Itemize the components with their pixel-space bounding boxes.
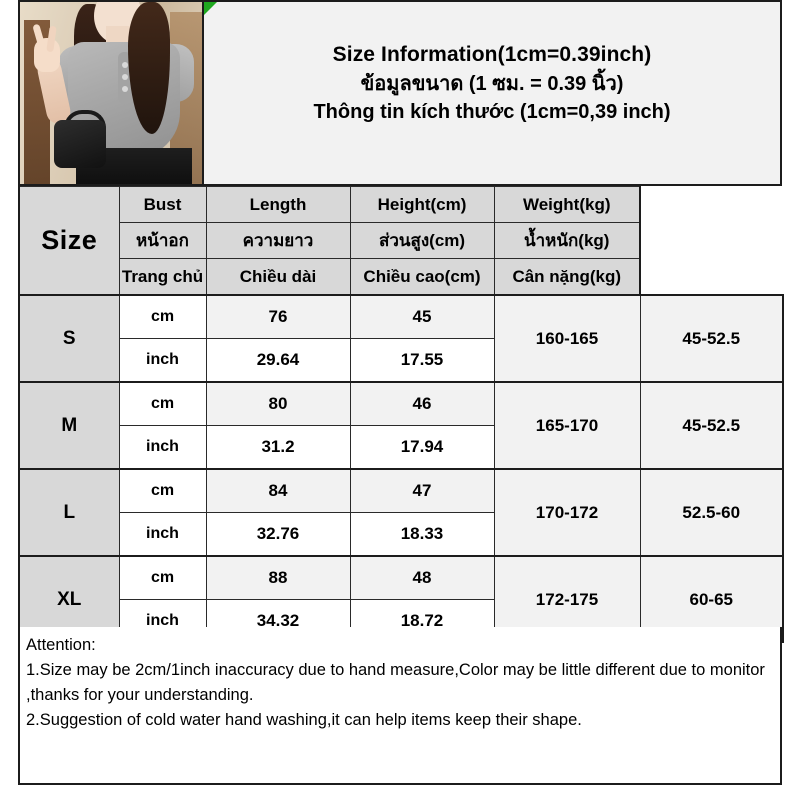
- photo-button-3: [122, 86, 128, 92]
- size-header-cell: Size: [18, 186, 120, 296]
- header-bust-th: หน้าอก: [118, 222, 207, 259]
- attention-line-1: 1.Size may be 2cm/1inch inaccuracy due t…: [26, 661, 765, 705]
- header-weight-en: Weight(kg): [493, 186, 641, 223]
- bust-cm-xl: 88: [205, 555, 351, 600]
- header-bust-vi: Trang chủ: [118, 258, 207, 296]
- header-height-vi: Chiều cao(cm): [349, 258, 495, 296]
- length-cm-l: 47: [349, 468, 495, 513]
- bust-inch-s: 29.64: [205, 338, 351, 383]
- unit-label-inch-m: inch: [118, 425, 207, 470]
- unit-label-cm-s: cm: [118, 294, 207, 339]
- title-thai: ข้อมูลขนาด (1 ซม. = 0.39 นิ้ว): [360, 72, 624, 95]
- unit-label-cm-m: cm: [118, 381, 207, 426]
- table-header-row-english: Size Bust Length Height(cm) Weight(kg): [18, 186, 783, 296]
- row-size-label-s: S: [18, 294, 120, 383]
- bust-cm-m: 80: [205, 381, 351, 426]
- table-row: inch 29.64 17.55: [19, 338, 783, 383]
- header-weight-vi: Cân nặng(kg): [493, 258, 641, 296]
- row-size-label-l: L: [18, 468, 120, 557]
- title-box: Size Information(1cm=0.39inch) ข้อมูลขนา…: [204, 0, 782, 186]
- length-cm-s: 45: [349, 294, 495, 339]
- length-inch-l: 18.33: [349, 512, 495, 557]
- header-length-th: ความยาว: [205, 222, 351, 259]
- attention-line-2: 2.Suggestion of cold water hand washing,…: [26, 711, 582, 730]
- table-row: S cm 76 45 160-165 45-52.5: [18, 294, 784, 383]
- table-row: inch 31.2 17.94: [19, 425, 783, 470]
- height-range-s: 160-165: [493, 294, 641, 383]
- attention-heading: Attention:: [26, 636, 96, 654]
- table-row: XL cm 88 48 172-175 60-65: [18, 555, 784, 643]
- product-photo: [18, 0, 204, 186]
- weight-range-l: 52.5-60: [639, 468, 784, 557]
- table-header-row-thai: หน้าอก ความยาว ส่วนสูง(cm) น้ำหนัก(kg): [19, 222, 783, 259]
- photo-button-2: [122, 74, 128, 80]
- row-size-label-m: M: [18, 381, 120, 470]
- header-length-vi: Chiều dài: [205, 258, 351, 296]
- header-bust-en: Bust: [118, 186, 207, 223]
- unit-label-inch-l: inch: [118, 512, 207, 557]
- header-height-th: ส่วนสูง(cm): [349, 222, 495, 259]
- title-vietnamese: Thông tin kích thước (1cm=0,39 inch): [313, 101, 671, 124]
- length-cm-xl: 48: [349, 555, 495, 600]
- bust-inch-m: 31.2: [205, 425, 351, 470]
- header-length-en: Length: [205, 186, 351, 223]
- header-weight-th: น้ำหนัก(kg): [493, 222, 641, 259]
- unit-label-cm-l: cm: [118, 468, 207, 513]
- header-band: Size Information(1cm=0.39inch) ข้อมูลขนา…: [18, 0, 782, 186]
- bust-inch-l: 32.76: [205, 512, 351, 557]
- size-table: Size Bust Length Height(cm) Weight(kg) ห…: [18, 186, 784, 643]
- weight-range-s: 45-52.5: [639, 294, 784, 383]
- title-english: Size Information(1cm=0.39inch): [332, 43, 652, 66]
- unit-label-inch-s: inch: [118, 338, 207, 383]
- bust-cm-l: 84: [205, 468, 351, 513]
- unit-label-cm-xl: cm: [118, 555, 207, 600]
- height-range-m: 165-170: [493, 381, 641, 470]
- photo-button-1: [122, 62, 128, 68]
- green-corner-triangle-icon: [204, 2, 217, 15]
- table-row: M cm 80 46 165-170 45-52.5: [18, 381, 784, 470]
- table-row: inch 32.76 18.33: [19, 512, 783, 557]
- weight-range-m: 45-52.5: [639, 381, 784, 470]
- length-inch-s: 17.55: [349, 338, 495, 383]
- bust-cm-s: 76: [205, 294, 351, 339]
- table-header-row-vietnamese: Trang chủ Chiều dài Chiều cao(cm) Cân nặ…: [19, 258, 783, 296]
- header-height-en: Height(cm): [349, 186, 495, 223]
- table-row: L cm 84 47 170-172 52.5-60: [18, 468, 784, 557]
- length-cm-m: 46: [349, 381, 495, 426]
- length-inch-m: 17.94: [349, 425, 495, 470]
- attention-box: Attention: 1.Size may be 2cm/1inch inacc…: [18, 627, 782, 785]
- height-range-l: 170-172: [493, 468, 641, 557]
- photo-handbag: [54, 120, 106, 168]
